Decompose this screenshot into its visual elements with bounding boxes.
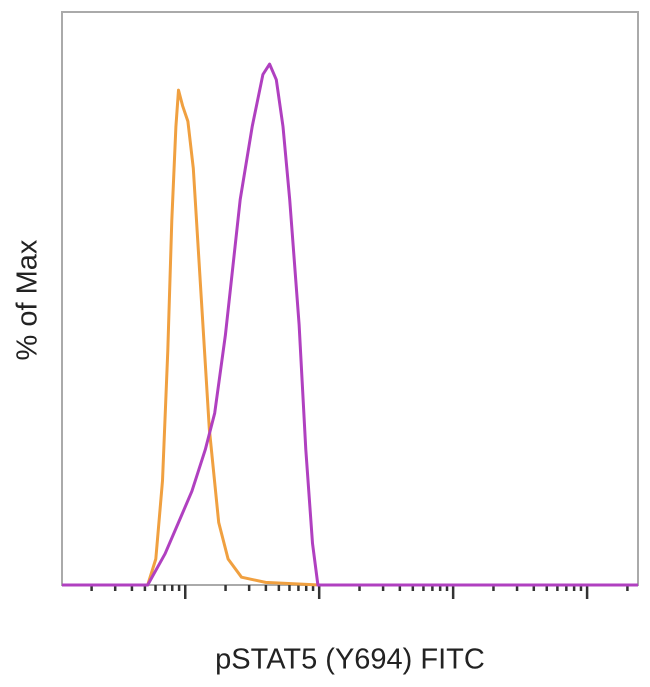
series-line-1 — [62, 88, 320, 587]
x-axis-ticks — [90, 585, 629, 599]
plot-frame — [61, 11, 639, 586]
x-axis-label: pSTAT5 (Y694) FITC — [215, 643, 485, 676]
y-axis-label: % of Max — [11, 239, 44, 361]
series-lines — [62, 62, 638, 587]
series-line-2 — [62, 62, 638, 587]
